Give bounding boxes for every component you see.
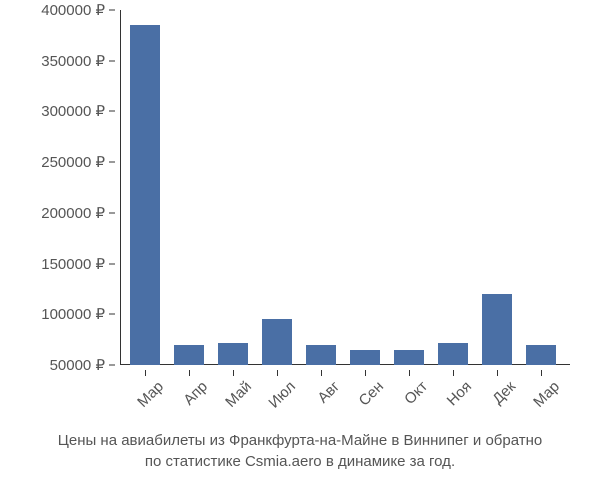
y-tick-mark [109,365,115,366]
bar [526,345,556,365]
x-tick-label: Мар [516,378,563,425]
x-tick-label: Дек [472,378,519,425]
y-tick-label: 250000 ₽ [0,153,105,171]
y-tick-mark [109,314,115,315]
x-tick-label: Мар [120,378,167,425]
x-tick-label: Май [208,378,255,425]
y-axis-line [120,10,121,365]
x-tick-mark [497,370,498,376]
bar [394,350,424,365]
x-tick-mark [453,370,454,376]
x-tick-mark [541,370,542,376]
x-tick-label: Сен [340,378,387,425]
x-tick-label: Апр [164,378,211,425]
y-axis: 50000 ₽100000 ₽150000 ₽200000 ₽250000 ₽3… [0,10,115,365]
y-tick-mark [109,10,115,11]
x-tick-mark [365,370,366,376]
x-tick-mark [233,370,234,376]
bar [482,294,512,365]
x-tick-label: Июл [252,378,299,425]
x-tick-mark [277,370,278,376]
caption-line-2: по статистике Csmia.aero в динамике за г… [0,451,600,472]
y-tick-mark [109,111,115,112]
y-tick-label: 50000 ₽ [0,356,105,374]
x-tick-mark [189,370,190,376]
bar [130,25,160,365]
bar [174,345,204,365]
y-tick-label: 200000 ₽ [0,204,105,222]
x-axis: МарАпрМайИюлАвгСенОктНояДекМар [120,370,570,430]
bar [438,343,468,365]
y-tick-label: 400000 ₽ [0,1,105,19]
x-tick-mark [409,370,410,376]
x-tick-mark [321,370,322,376]
x-tick-mark [145,370,146,376]
bar [262,319,292,365]
y-tick-mark [109,162,115,163]
bar [218,343,248,365]
y-tick-mark [109,60,115,61]
caption-line-1: Цены на авиабилеты из Франкфурта-на-Майн… [0,430,600,451]
y-tick-mark [109,263,115,264]
y-tick-label: 350000 ₽ [0,52,105,70]
chart-caption: Цены на авиабилеты из Франкфурта-на-Майн… [0,430,600,472]
x-tick-label: Авг [296,378,343,425]
plot-area [120,10,570,365]
bar [306,345,336,365]
chart-container: 50000 ₽ 100000 ₽ 150000 ₽ 200000 ₽ 250000 ₽ 3… [0,10,600,390]
y-tick-label: 300000 ₽ [0,102,105,120]
y-tick-label: 100000 ₽ [0,305,105,323]
x-tick-label: Ноя [428,378,475,425]
bar [350,350,380,365]
y-tick-label: 150000 ₽ [0,255,105,273]
y-tick-mark [109,212,115,213]
x-tick-label: Окт [384,378,431,425]
